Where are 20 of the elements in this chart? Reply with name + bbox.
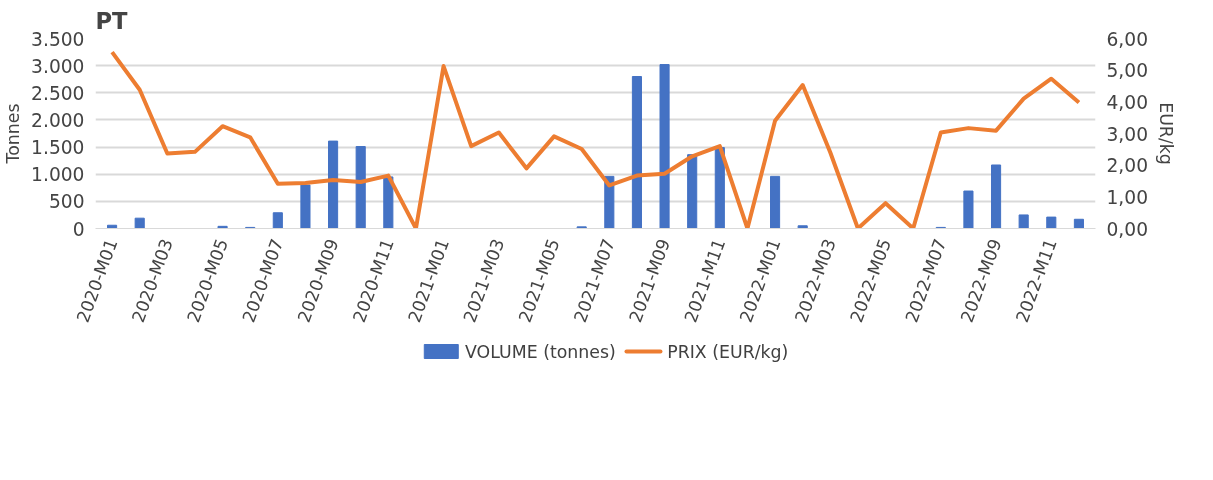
y-axis-title: Tonnes (3, 103, 24, 165)
y2-tick-label: 3,00 (1106, 123, 1149, 145)
y-tick-label: 3.000 (31, 55, 85, 77)
y-tick-label: 3.500 (31, 28, 85, 50)
legend-label: PRIX (EUR/kg) (667, 341, 789, 362)
y2-tick-label: 6,00 (1106, 28, 1149, 50)
y2-tick-label: 5,00 (1106, 60, 1149, 82)
legend-label: VOLUME (tonnes) (465, 341, 616, 362)
y-tick-label: 2.000 (31, 109, 85, 131)
y2-tick-label: 4,00 (1106, 91, 1149, 113)
y-tick-label: 1.500 (31, 137, 85, 159)
y-tick-label: 1.000 (31, 164, 85, 186)
y-tick-label: 500 (48, 191, 85, 213)
y2-tick-label: 1,00 (1106, 186, 1149, 208)
y-tick-label: 2.500 (31, 82, 85, 104)
y2-tick-label: 2,00 (1106, 155, 1149, 177)
chart-title: PT (95, 7, 129, 34)
y2-axis-title: EUR/kg (1156, 102, 1177, 165)
y2-tick-label: 0,00 (1106, 218, 1149, 240)
y-tick-label: 0 (72, 218, 85, 240)
